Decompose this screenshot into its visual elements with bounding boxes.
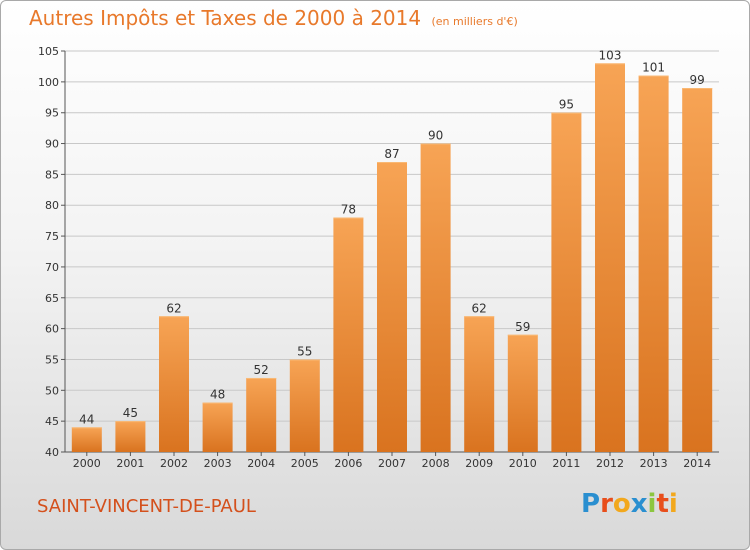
y-tick-label: 90 (45, 138, 59, 151)
bar-2008 (420, 143, 451, 453)
bar-2002 (159, 316, 189, 452)
logo-letter: i (647, 489, 657, 519)
y-tick-label: 75 (45, 230, 59, 243)
bar-2001 (115, 421, 146, 452)
value-label-2002: 62 (166, 301, 181, 315)
logo-letter: x (630, 489, 648, 519)
logo-letter: P (581, 489, 601, 519)
logo-letter: o (612, 489, 631, 519)
value-label-2007: 87 (384, 147, 399, 161)
value-label-2011: 95 (559, 98, 574, 112)
bar-2013 (638, 75, 669, 452)
x-tick-label-2009: 2009 (465, 457, 493, 470)
value-label-2014: 99 (690, 73, 705, 87)
y-tick-label: 95 (45, 107, 59, 120)
value-label-2001: 45 (123, 406, 138, 420)
labels: 40 45 50 55 60 65 70 75 80 85 90 95 100 105 44 2000 45 20… (38, 45, 711, 470)
bar-2004 (246, 377, 277, 452)
y-tick-label: 55 (45, 353, 59, 366)
bar-2006 (333, 217, 364, 452)
value-label-2009: 62 (472, 301, 487, 315)
x-tick-label-2007: 2007 (378, 457, 406, 470)
bars (71, 63, 713, 453)
x-tick-label-2006: 2006 (334, 457, 362, 470)
bar-2012 (595, 63, 625, 452)
x-tick-label-2003: 2003 (204, 457, 232, 470)
y-tick-label: 100 (38, 76, 59, 89)
chart-title: Autres Impôts et Taxes de 2000 à 2014 (e… (29, 6, 518, 30)
y-tick-label: 85 (45, 168, 59, 181)
y-tick-label: 70 (45, 261, 59, 274)
value-label-2010: 59 (515, 320, 530, 334)
logo-letter: t (656, 489, 669, 519)
x-tick-label-2004: 2004 (247, 457, 275, 470)
bar-2009 (464, 316, 495, 452)
chart-unit: (en milliers d'€) (431, 15, 518, 28)
x-tick-label-2005: 2005 (291, 457, 319, 470)
value-label-2006: 78 (341, 203, 356, 217)
value-label-2008: 90 (428, 129, 443, 143)
y-tick-label: 45 (45, 415, 59, 428)
logo-letter: i (668, 489, 678, 519)
bar-2007 (377, 162, 407, 453)
value-label-2003: 48 (210, 388, 225, 402)
bar-2011 (551, 112, 582, 452)
y-tick-label: 65 (45, 292, 59, 305)
value-label-2012: 103 (599, 48, 622, 62)
value-label-2005: 55 (297, 344, 312, 358)
x-tick-label-2010: 2010 (509, 457, 537, 470)
chart-title-text: Autres Impôts et Taxes de 2000 à 2014 (29, 6, 422, 30)
logo-letter: r (600, 489, 613, 519)
x-tick-label-2008: 2008 (422, 457, 450, 470)
x-tick-label-2011: 2011 (552, 457, 580, 470)
value-label-2000: 44 (79, 412, 94, 426)
x-tick-label-2002: 2002 (160, 457, 188, 470)
y-tick-label: 105 (38, 45, 59, 58)
x-tick-label-2012: 2012 (596, 457, 624, 470)
bar-2010 (507, 334, 538, 452)
x-tick-label-2001: 2001 (116, 457, 144, 470)
x-tick-label-2000: 2000 (73, 457, 101, 470)
bar-2005 (289, 359, 320, 452)
proxiti-logo: Proxiti (581, 489, 678, 519)
commune-name: SAINT-VINCENT-DE-PAUL (37, 496, 256, 517)
x-tick-label-2013: 2013 (640, 457, 668, 470)
y-tick-label: 80 (45, 199, 59, 212)
x-tick-label-2014: 2014 (683, 457, 711, 470)
bar-2014 (682, 88, 713, 452)
y-tick-label: 50 (45, 384, 59, 397)
y-tick-label: 40 (45, 446, 59, 459)
value-label-2004: 52 (254, 363, 269, 377)
bar-2000 (71, 427, 102, 452)
bar-2003 (202, 402, 233, 452)
y-tick-label: 60 (45, 323, 59, 336)
value-label-2013: 101 (642, 61, 665, 75)
